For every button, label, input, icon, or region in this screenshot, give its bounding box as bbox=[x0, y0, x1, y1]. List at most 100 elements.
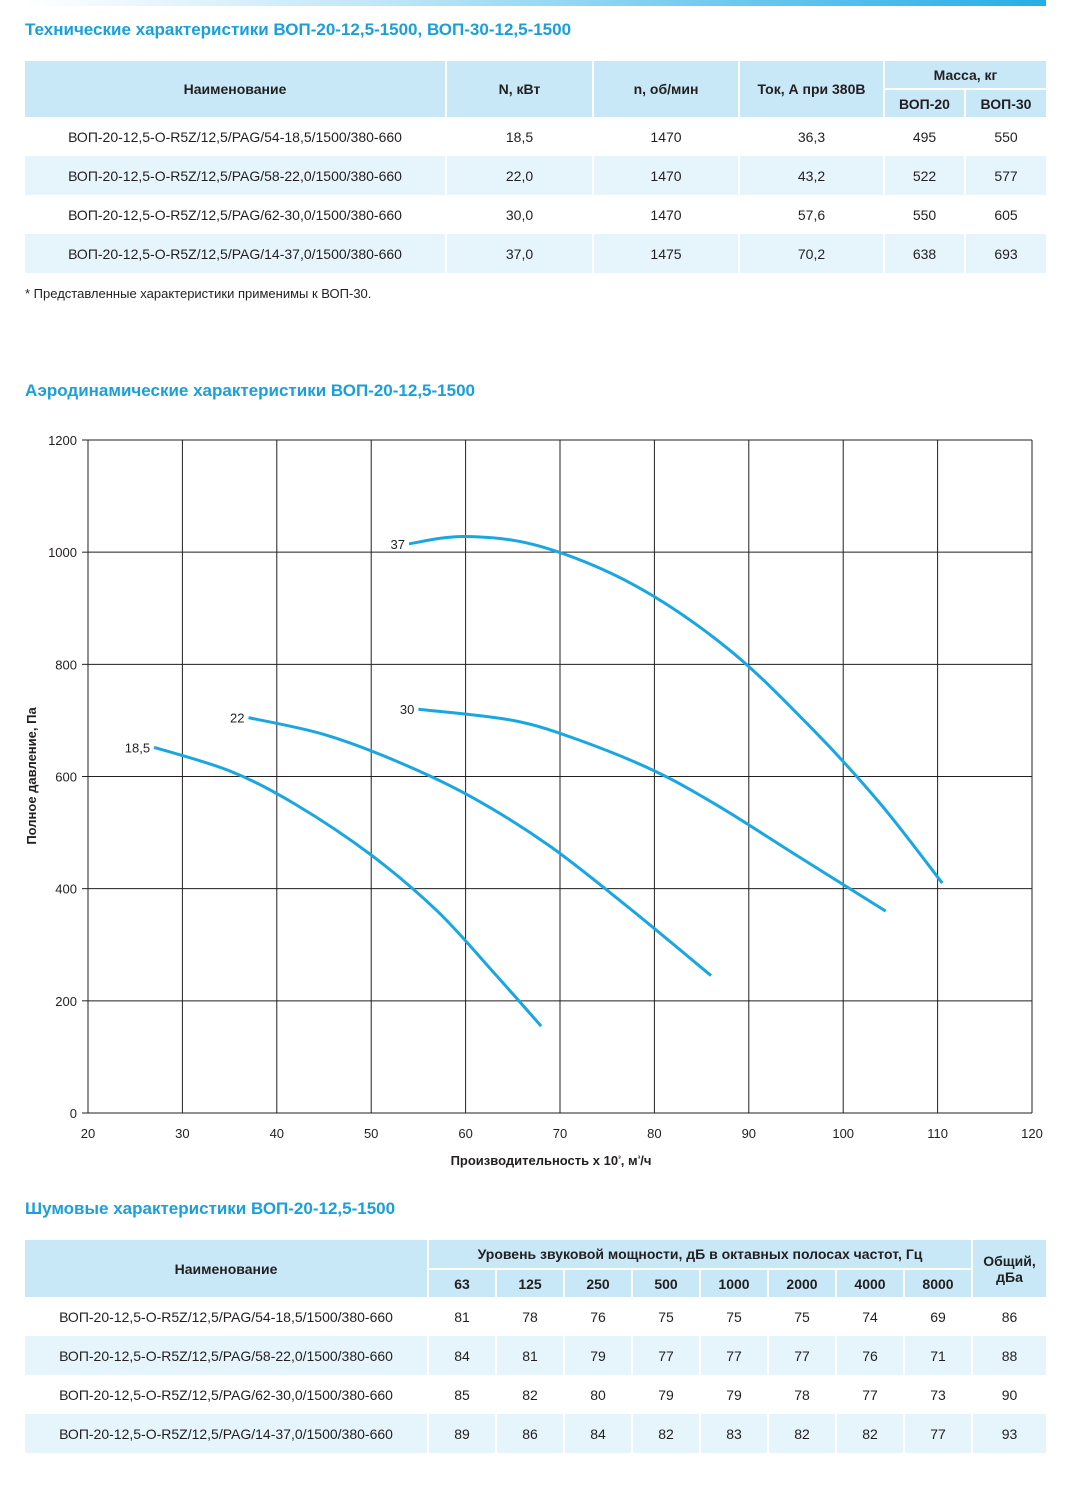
noise-cell-level: 82 bbox=[495, 1375, 564, 1414]
noise-cell-level: 82 bbox=[767, 1414, 836, 1453]
tech-cell-mass20: 638 bbox=[883, 234, 965, 273]
tech-cell-name: ВОП-20-12,5-О-R5Z/12,5/PAG/14-37,0/1500/… bbox=[25, 234, 446, 273]
noise-cell-level: 89 bbox=[427, 1414, 496, 1453]
x-tick-label: 50 bbox=[364, 1126, 378, 1141]
noise-cell-level: 78 bbox=[495, 1297, 564, 1336]
noise-cell-total: 86 bbox=[971, 1297, 1046, 1336]
tech-cell-mass20: 522 bbox=[883, 156, 965, 195]
noise-cell-level: 82 bbox=[631, 1414, 700, 1453]
series-line-0 bbox=[153, 745, 543, 1028]
series-label: 18,5 bbox=[125, 740, 150, 755]
noise-header-band: Уровень звуковой мощности, дБ в октавных… bbox=[427, 1240, 972, 1269]
series-label: 22 bbox=[230, 711, 244, 726]
tech-cell-power: 22,0 bbox=[445, 156, 593, 195]
table-row: ВОП-20-12,5-О-R5Z/12,5/PAG/58-22,0/1500/… bbox=[25, 1336, 1046, 1375]
table-row: ВОП-20-12,5-О-R5Z/12,5/PAG/54-18,5/1500/… bbox=[25, 1297, 1046, 1336]
tech-table: Наименование N, кВт n, об/мин Ток, А при… bbox=[25, 61, 1046, 273]
tech-header-current: Ток, А при 380В bbox=[738, 61, 884, 117]
tech-cell-rpm: 1470 bbox=[592, 156, 739, 195]
noise-cell-level: 77 bbox=[631, 1336, 700, 1375]
x-axis-label: Производительность х 10³, м³/ч bbox=[451, 1153, 652, 1168]
x-tick-label: 110 bbox=[927, 1126, 948, 1141]
noise-cell-level: 76 bbox=[563, 1297, 632, 1336]
noise-header-freq: 250 bbox=[563, 1268, 632, 1297]
tech-cell-power: 30,0 bbox=[445, 195, 593, 234]
noise-cell-total: 90 bbox=[971, 1375, 1046, 1414]
noise-header-freq: 2000 bbox=[767, 1268, 836, 1297]
noise-cell-level: 85 bbox=[427, 1375, 496, 1414]
tech-cell-current: 70,2 bbox=[738, 234, 884, 273]
y-tick-label: 600 bbox=[55, 770, 77, 785]
y-tick-label: 800 bbox=[55, 657, 77, 672]
noise-cell-level: 80 bbox=[563, 1375, 632, 1414]
tech-cell-current: 43,2 bbox=[738, 156, 884, 195]
table-row: ВОП-20-12,5-О-R5Z/12,5/PAG/14-37,0/1500/… bbox=[25, 234, 1046, 273]
tech-cell-power: 37,0 bbox=[445, 234, 593, 273]
tech-cell-mass30: 550 bbox=[964, 117, 1046, 156]
x-tick-label: 30 bbox=[175, 1126, 189, 1141]
noise-cell-level: 74 bbox=[835, 1297, 904, 1336]
noise-cell-level: 86 bbox=[495, 1414, 564, 1453]
chart-ticks: 20 30 40 50 60 70 80 90 100 110 120020040060080010… bbox=[48, 433, 1043, 1141]
chart-curve-labels: 18,5 22 30 37 bbox=[125, 537, 415, 756]
noise-header-total: Общий, дБа bbox=[971, 1240, 1046, 1297]
tech-cell-current: 36,3 bbox=[738, 117, 884, 156]
tech-cell-current: 57,6 bbox=[738, 195, 884, 234]
noise-cell-level: 77 bbox=[767, 1336, 836, 1375]
y-tick-label: 200 bbox=[55, 994, 77, 1009]
noise-cell-name: ВОП-20-12,5-О-R5Z/12,5/PAG/54-18,5/1500/… bbox=[59, 1308, 393, 1325]
tech-header-power: N, кВт bbox=[445, 61, 593, 117]
y-tick-label: 1200 bbox=[48, 433, 77, 448]
noise-cell-level: 79 bbox=[631, 1375, 700, 1414]
noise-cell-level: 73 bbox=[903, 1375, 972, 1414]
series-line-3 bbox=[408, 534, 944, 885]
tech-cell-rpm: 1470 bbox=[592, 117, 739, 156]
noise-cell-name: ВОП-20-12,5-О-R5Z/12,5/PAG/62-30,0/1500/… bbox=[59, 1386, 393, 1403]
tech-cell-mass30: 577 bbox=[964, 156, 1046, 195]
tech-header-mass-vop20: ВОП-20 bbox=[883, 88, 965, 117]
tech-header-mass-vop30: ВОП-30 bbox=[964, 88, 1046, 117]
tech-cell-rpm: 1475 bbox=[592, 234, 739, 273]
tech-cell-name: ВОП-20-12,5-О-R5Z/12,5/PAG/62-30,0/1500/… bbox=[68, 206, 402, 223]
noise-cell-level: 71 bbox=[903, 1336, 972, 1375]
noise-cell-level: 84 bbox=[427, 1336, 496, 1375]
x-tick-label: 90 bbox=[742, 1126, 756, 1141]
noise-cell-level: 76 bbox=[835, 1336, 904, 1375]
noise-cell-level: 69 bbox=[903, 1297, 972, 1336]
x-tick-label: 80 bbox=[647, 1126, 661, 1141]
series-line-1 bbox=[248, 716, 712, 977]
noise-cell-name: ВОП-20-12,5-О-R5Z/12,5/PAG/58-22,0/1500/… bbox=[25, 1336, 428, 1375]
y-tick-label: 1000 bbox=[48, 545, 77, 560]
noise-cell-level: 77 bbox=[835, 1375, 904, 1414]
tech-cell-mass20: 550 bbox=[883, 195, 965, 234]
x-tick-label: 60 bbox=[458, 1126, 472, 1141]
noise-header-freq: 63 bbox=[427, 1268, 496, 1297]
noise-cell-level: 82 bbox=[835, 1414, 904, 1453]
tech-cell-mass30: 605 bbox=[964, 195, 1046, 234]
x-tick-label: 20 bbox=[81, 1126, 95, 1141]
table-row: ВОП-20-12,5-О-R5Z/12,5/PAG/62-30,0/1500/… bbox=[25, 195, 1046, 234]
noise-cell-level: 75 bbox=[767, 1297, 836, 1336]
table-row: ВОП-20-12,5-О-R5Z/12,5/PAG/14-37,0/1500/… bbox=[25, 1414, 1046, 1453]
noise-header-freq: 1000 bbox=[699, 1268, 768, 1297]
noise-cell-total: 88 bbox=[971, 1336, 1046, 1375]
y-axis-label: Полное давление, Па bbox=[24, 707, 39, 845]
noise-header-freq: 4000 bbox=[835, 1268, 904, 1297]
aero-section-title: Аэродинамические характеристики ВОП-20-1… bbox=[25, 381, 475, 400]
noise-cell-level: 81 bbox=[427, 1297, 496, 1336]
tech-cell-rpm: 1470 bbox=[592, 195, 739, 234]
top-accent-bar bbox=[24, 0, 1046, 6]
tech-cell-power: 18,5 bbox=[445, 117, 593, 156]
tech-cell-mass30: 693 bbox=[964, 234, 1046, 273]
x-tick-label: 40 bbox=[270, 1126, 284, 1141]
noise-header-name: Наименование bbox=[25, 1240, 428, 1297]
noise-cell-total: 93 bbox=[971, 1414, 1046, 1453]
pressure-flow-chart: 20 30 40 50 60 70 80 90 100 110 120020040060080010… bbox=[24, 433, 1043, 1168]
x-tick-label: 120 bbox=[1021, 1126, 1043, 1141]
x-tick-label: 100 bbox=[832, 1126, 854, 1141]
noise-cell-level: 78 bbox=[767, 1375, 836, 1414]
table-row: ВОП-20-12,5-О-R5Z/12,5/PAG/62-30,0/1500/… bbox=[25, 1375, 1046, 1414]
noise-cell-level: 83 bbox=[699, 1414, 768, 1453]
noise-table: Наименование Уровень звуковой мощности, … bbox=[25, 1240, 1046, 1453]
table-row: ВОП-20-12,5-О-R5Z/12,5/PAG/58-22,0/1500/… bbox=[25, 156, 1046, 195]
